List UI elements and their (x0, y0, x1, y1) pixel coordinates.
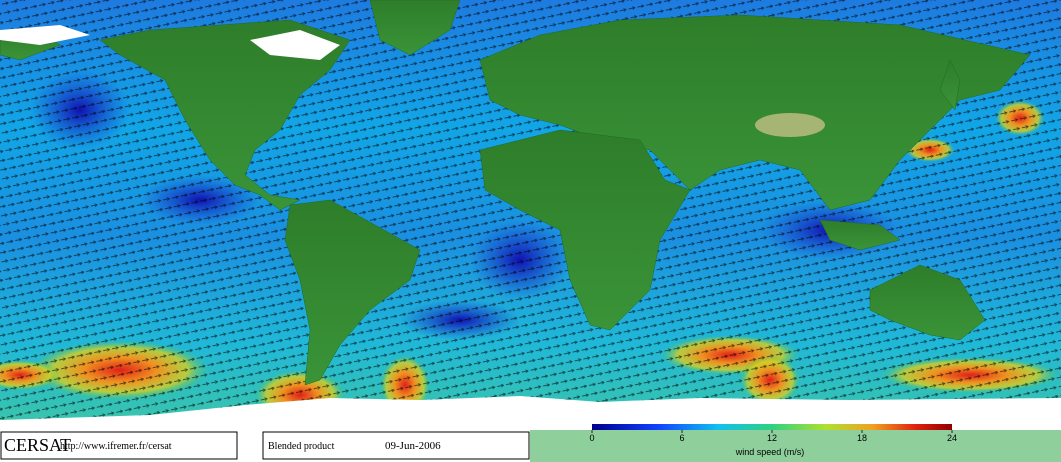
url: http://www.ifremer.fr/cersat (60, 441, 172, 452)
product-box (262, 431, 530, 460)
continents (0, 0, 1031, 386)
colorbar (592, 424, 952, 430)
colorbar-tick-label: 0 (589, 433, 594, 443)
colorbar-tick-label: 6 (679, 433, 684, 443)
colorbar-label: wind speed (m/s) (735, 447, 805, 457)
product: Blended product (268, 441, 335, 452)
colorbar-ticks: 0 6 12 18 24 (589, 430, 957, 443)
colorbar-tick-label: 24 (947, 433, 957, 443)
colorbar-tick-label: 18 (857, 433, 867, 443)
ice (0, 25, 1061, 430)
date: 09-Jun-2006 (385, 440, 441, 452)
credit-box (0, 431, 238, 460)
colorbar-tick-label: 12 (767, 433, 777, 443)
footer-band (530, 430, 1061, 462)
highlands (755, 113, 825, 137)
logo: CERSAT (4, 435, 71, 455)
